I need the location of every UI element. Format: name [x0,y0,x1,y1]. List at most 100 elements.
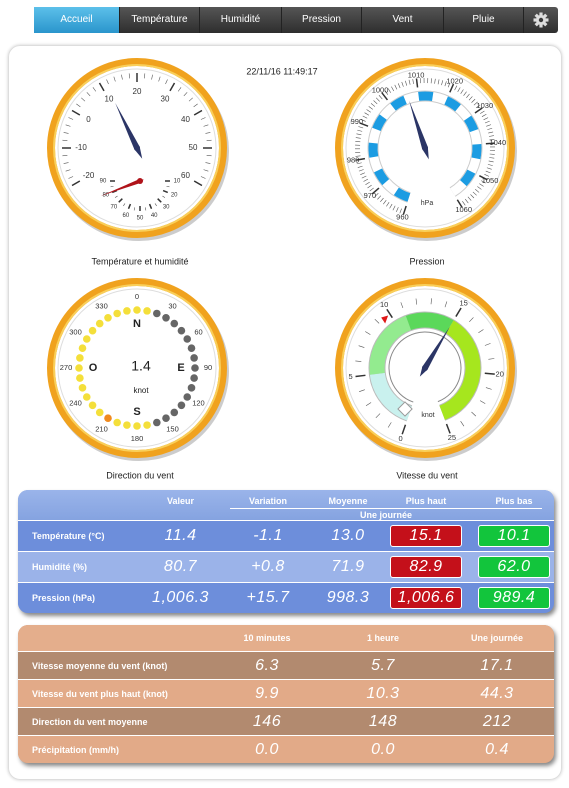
tick-mark [479,175,488,181]
direction-dot [177,326,186,335]
minor-tick [205,162,211,164]
low-value: 989.4 [478,587,550,609]
band-segment [471,144,482,160]
tick-label: 0 [398,434,402,443]
direction-dot [183,393,192,401]
column-header: Valeur [166,496,195,506]
minor-tick [389,203,393,209]
minor-tick [454,85,458,91]
needle-pivot [137,178,143,184]
unit: hPa [421,200,434,207]
nav-item[interactable]: Accueil [34,7,120,33]
direction-dot [143,421,151,429]
tick-label: 60 [181,171,190,180]
minor-tick [362,115,368,119]
minor-tick [478,329,484,334]
minor-tick [481,180,486,184]
minor-tick [396,207,399,212]
tick-mark [359,122,369,127]
direction-dot [162,414,170,423]
minor-tick [460,89,464,94]
nav-item[interactable]: Vent [362,7,444,33]
tick-label: 1060 [455,205,472,214]
band-segment [463,115,479,133]
tick-label: 330 [95,301,108,310]
minor-tick [183,92,188,97]
needle [409,100,429,160]
unit: knot [133,386,149,395]
tick-label: 25 [448,433,456,442]
minor-tick [374,193,379,197]
value: 9.9 [255,684,279,702]
tick-label: 0 [135,292,139,301]
nav-item[interactable]: Température [120,7,200,33]
minor-tick [386,202,390,207]
minor-tick [374,318,380,324]
minor-tick [460,421,465,427]
value: 212 [482,712,512,730]
table-row: Pression (hPa) 1,006.3 +15.7 998.3 1,006.6 98… [18,582,554,613]
direction-dot [153,418,161,427]
minor-tick [477,186,482,190]
minor-tick [76,103,81,108]
high-value: 1,006.6 [390,587,462,609]
minor-tick [177,87,182,92]
minor-tick [355,155,361,157]
settings-button[interactable] [524,7,558,33]
direction-dot [133,306,141,314]
table-wind-rain: 10 minutes 1 heure Une journée Vitesse moye… [18,625,554,763]
table-row: Humidité (%) 80.7 +0.8 71.9 82.9 62.0 [18,551,554,582]
tick-mark [402,205,407,215]
minor-tick [123,203,126,207]
minor-tick [399,208,402,214]
cell-wrap: 11.4 [143,527,218,545]
minor-tick [360,119,366,122]
gauge-label: Pression [409,256,444,266]
direction-dot [190,374,198,382]
max-marker [381,315,389,324]
tick-label: 70 [110,205,117,211]
minor-tick [357,165,363,168]
tick-mark [355,157,366,161]
nav-item[interactable]: Pluie [444,7,524,33]
tick-mark [193,180,203,187]
minor-tick [489,157,495,159]
minor-tick [375,97,380,102]
cardinal: S [133,406,140,418]
tick-label: 990 [351,117,364,126]
tick-label: 30 [163,205,170,211]
panel [8,45,562,780]
gauge-ring-inner [53,64,221,232]
column-header: Variation [248,496,287,506]
gear-icon [533,12,549,28]
minor-tick [369,187,374,192]
tick-label: 1030 [476,101,493,110]
tick-label: -20 [83,171,95,180]
minor-tick [121,74,123,80]
tick-label: 20 [496,370,504,379]
value: 0.4 [485,740,509,758]
tick-mark [127,203,132,210]
tick-label: 80 [102,193,109,199]
needle-shadow [397,401,413,417]
nav-item[interactable]: Pression [282,7,362,33]
minor-tick [370,103,376,107]
tick-mark [98,82,105,92]
tick-mark [71,180,81,187]
minor-tick [484,343,491,346]
minor-tick [110,185,114,188]
tick-label: 50 [189,143,198,152]
minor-tick [375,413,381,419]
tick-label: 40 [151,213,158,219]
nav-item[interactable]: Humidité [200,7,282,33]
minor-tick [467,196,472,201]
row-label: Pression (hPa) [32,593,96,603]
value: +15.7 [246,589,290,606]
minor-tick [392,205,396,211]
needle-pivot [422,365,428,371]
minor-tick [188,97,193,102]
minor-tick [368,106,373,110]
gauge-ring-inner [341,64,509,232]
minor-tick [481,114,487,117]
